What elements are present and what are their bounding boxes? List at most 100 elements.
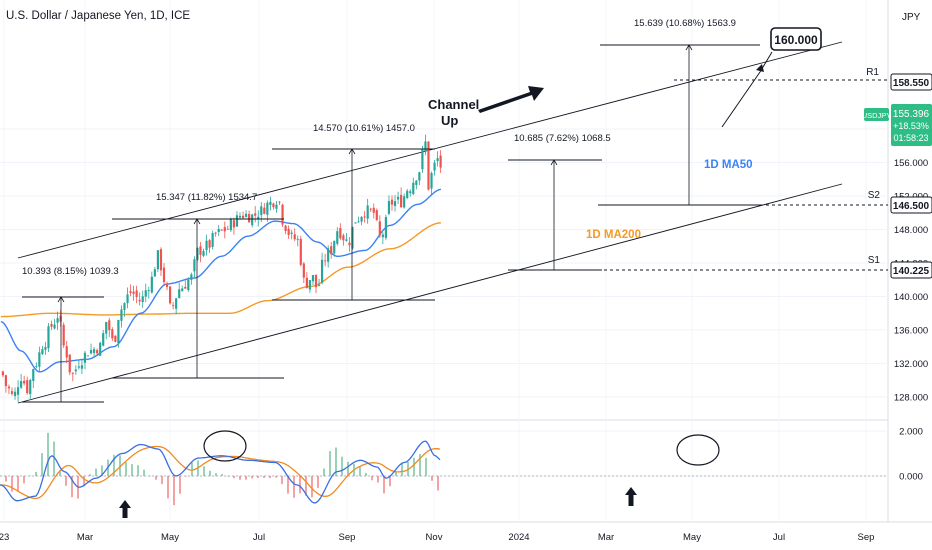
candle-body bbox=[47, 326, 50, 349]
candle-body bbox=[381, 234, 384, 238]
candle-body bbox=[375, 210, 378, 220]
candle-body bbox=[251, 214, 254, 226]
macd-indicator bbox=[0, 432, 888, 506]
measure-arrowhead bbox=[685, 44, 693, 51]
chart-title: U.S. Dollar / Japanese Yen, 1D, ICE bbox=[6, 10, 190, 22]
candle-body bbox=[80, 365, 84, 369]
time-tick-label: Mar bbox=[77, 532, 93, 543]
macd-histogram-bar bbox=[383, 476, 385, 494]
macd-histogram-bar bbox=[425, 457, 427, 476]
candle-body bbox=[41, 349, 44, 355]
candle-body bbox=[345, 239, 348, 241]
measure-label-2: 15.347 (11.82%) 1534.7 bbox=[156, 192, 257, 203]
candle-body bbox=[254, 213, 257, 216]
candle-body bbox=[393, 201, 397, 207]
candle-body bbox=[196, 247, 199, 260]
grid bbox=[0, 0, 888, 522]
macd-histogram-bar bbox=[119, 455, 121, 476]
macd-histogram-bar bbox=[233, 476, 235, 479]
macd-histogram-bar bbox=[251, 476, 253, 479]
candle-body bbox=[92, 349, 96, 354]
candle-body bbox=[278, 201, 281, 203]
time-tick-label: Nov bbox=[426, 532, 443, 543]
candlesticks bbox=[1, 134, 442, 403]
level-price-s1: 140.225 bbox=[893, 266, 930, 277]
macd-histogram-bar bbox=[53, 441, 55, 476]
candle-body bbox=[50, 324, 53, 327]
measure-label-5: 15.639 (10.68%) 1563.9 bbox=[634, 18, 736, 29]
candle-body bbox=[10, 391, 14, 394]
measure-arrowhead bbox=[550, 159, 558, 166]
candle-body bbox=[320, 259, 324, 283]
candle-body bbox=[7, 386, 11, 389]
candle-body bbox=[281, 204, 284, 225]
macd-tick-label: 0.000 bbox=[899, 472, 923, 483]
macd-histogram-bar bbox=[305, 476, 307, 496]
macd-histogram-bar bbox=[263, 476, 265, 478]
ma200-label: 1D MA200 bbox=[586, 229, 641, 241]
channel-up-label: Channel Up bbox=[428, 97, 483, 128]
macd-line bbox=[0, 440, 441, 504]
macd-histogram-bar bbox=[89, 474, 91, 476]
macd-histogram-bar bbox=[95, 468, 97, 476]
candle-body bbox=[272, 203, 275, 208]
macd-ellipse-right bbox=[676, 434, 720, 466]
price-countdown: 01:58:23 bbox=[893, 133, 928, 143]
candle-body bbox=[387, 201, 391, 214]
price-change: +18.53% bbox=[893, 121, 929, 131]
macd-histogram-bar bbox=[281, 476, 283, 484]
level-tag-s1 bbox=[890, 261, 932, 279]
candle-body bbox=[238, 215, 242, 218]
candle-body bbox=[305, 277, 308, 289]
candle-body bbox=[135, 290, 138, 297]
macd-histogram-bar bbox=[239, 476, 241, 480]
candle-body bbox=[123, 303, 126, 310]
macd-histogram-bar bbox=[419, 453, 421, 476]
macd-histogram-bar bbox=[23, 476, 25, 484]
macd-histogram-bar bbox=[365, 472, 367, 476]
macd-signal-line bbox=[0, 445, 441, 500]
candle-body bbox=[190, 274, 193, 280]
channel-lower-line bbox=[17, 183, 843, 404]
candle-body bbox=[181, 288, 184, 292]
macd-histogram-bar bbox=[65, 476, 67, 486]
candle-body bbox=[360, 216, 363, 222]
candle-body bbox=[430, 173, 433, 189]
candle-body bbox=[199, 246, 202, 255]
level-tag-s2 bbox=[890, 196, 932, 214]
macd-histogram-bar bbox=[401, 462, 403, 476]
macd-histogram-bar bbox=[341, 456, 343, 476]
candle-body bbox=[44, 347, 47, 350]
candle-body bbox=[132, 291, 135, 294]
measure-arrowhead bbox=[57, 296, 65, 303]
candle-body bbox=[400, 194, 403, 208]
candle-body bbox=[193, 259, 196, 272]
candle-body bbox=[311, 275, 315, 282]
channel-upper-line bbox=[17, 41, 843, 259]
candle-body bbox=[351, 226, 354, 249]
macd-histogram-bar bbox=[377, 476, 379, 483]
time-tick-label: May bbox=[683, 532, 701, 543]
measure-label-1: 10.393 (8.15%) 1039.3 bbox=[22, 266, 119, 277]
macd-histogram-bar bbox=[41, 453, 43, 476]
candle-body bbox=[244, 213, 248, 217]
candle-body bbox=[269, 201, 272, 206]
ma50-label: 1D MA50 bbox=[704, 159, 753, 171]
macd-histogram-bar bbox=[293, 476, 295, 498]
candle-body bbox=[439, 155, 442, 168]
candle-body bbox=[1, 371, 4, 376]
candle-body bbox=[333, 241, 336, 254]
symbol-badge-text: USDJPY bbox=[862, 111, 892, 120]
candle-body bbox=[229, 219, 232, 231]
macd-histogram-bar bbox=[5, 476, 7, 482]
candle-body bbox=[424, 141, 427, 152]
candle-body bbox=[141, 296, 144, 302]
candle-body bbox=[403, 196, 406, 208]
candle-body bbox=[102, 333, 105, 346]
candle-body bbox=[217, 228, 220, 233]
macd-histogram-bar bbox=[167, 476, 169, 499]
measure-arrowhead bbox=[193, 218, 201, 225]
macd-histogram-bar bbox=[47, 432, 49, 476]
